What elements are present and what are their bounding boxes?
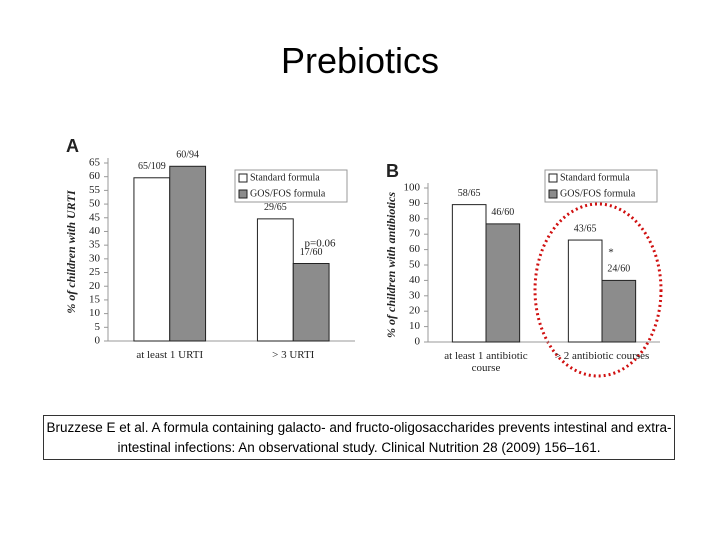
legend-label: GOS/FOS formula xyxy=(250,188,326,199)
legend-box xyxy=(234,169,348,203)
legend-swatch xyxy=(548,189,558,199)
value-label: 46/60 xyxy=(491,207,514,218)
y-tick-label: 100 xyxy=(404,182,421,194)
panel-label: A xyxy=(66,136,79,156)
y-tick-label: 60 xyxy=(89,170,101,182)
x-tick-label: at least 1 antibiotic course xyxy=(444,350,528,374)
y-tick-label: 5 xyxy=(95,321,101,333)
y-tick-label: 35 xyxy=(89,239,101,251)
x-tick-label: > 2 antibiotic courses xyxy=(554,350,650,362)
y-axis-label: % of children with URTI xyxy=(64,189,78,314)
y-tick-label: 45 xyxy=(89,211,101,223)
annotation: p=0.06 xyxy=(305,238,336,250)
legend-label: Standard formula xyxy=(560,172,630,183)
highlight-ellipse xyxy=(533,202,663,378)
value-label: 65/109 xyxy=(138,161,166,172)
x-tick-label: > 3 URTI xyxy=(272,349,315,361)
y-tick-label: 60 xyxy=(409,243,421,255)
y-tick-label: 20 xyxy=(409,305,421,317)
y-tick-label: 10 xyxy=(89,307,101,319)
y-tick-label: 55 xyxy=(89,184,101,196)
legend-label: GOS/FOS formula xyxy=(560,188,636,199)
bar xyxy=(256,218,294,342)
bar xyxy=(133,177,171,342)
value-label: 29/65 xyxy=(264,202,287,213)
bar xyxy=(169,165,207,342)
value-label: 17/60 xyxy=(300,247,323,258)
y-tick-label: 25 xyxy=(89,266,101,278)
bar xyxy=(451,204,487,343)
y-tick-label: 0 xyxy=(95,335,101,347)
value-label: 58/65 xyxy=(458,188,481,199)
y-tick-label: 50 xyxy=(89,198,101,210)
y-tick-label: 40 xyxy=(89,225,101,237)
bar xyxy=(601,279,637,343)
legend-swatch xyxy=(548,173,558,183)
y-tick-label: 20 xyxy=(89,280,101,292)
y-axis-label: % of children with antibiotics xyxy=(384,192,398,338)
charts: A% of children with URTI0510152025303540… xyxy=(64,136,663,378)
bar xyxy=(292,263,330,342)
legend-box xyxy=(544,169,658,203)
slide-title: Prebiotics xyxy=(280,40,440,81)
y-tick-label: 80 xyxy=(409,212,421,224)
value-label: 43/65 xyxy=(574,223,597,234)
y-tick-label: 0 xyxy=(415,336,421,348)
y-tick-label: 65 xyxy=(89,157,101,169)
y-tick-label: 30 xyxy=(89,252,101,264)
bar xyxy=(485,223,521,343)
annotation: * xyxy=(608,247,614,259)
value-label: 24/60 xyxy=(607,264,630,275)
legend-swatch xyxy=(238,189,248,199)
y-tick-label: 70 xyxy=(409,228,421,240)
y-tick-label: 50 xyxy=(409,259,421,271)
bar xyxy=(567,239,603,343)
value-label: 60/94 xyxy=(176,150,199,161)
legend-swatch xyxy=(238,173,248,183)
y-tick-label: 40 xyxy=(409,274,421,286)
panel-label: B xyxy=(386,161,399,181)
y-tick-label: 15 xyxy=(89,293,101,305)
x-tick-label: at least 1 URTI xyxy=(136,349,204,361)
y-tick-label: 30 xyxy=(409,289,421,301)
y-tick-label: 10 xyxy=(409,320,421,332)
legend-label: Standard formula xyxy=(250,172,320,183)
y-tick-label: 90 xyxy=(409,197,421,209)
citation: Bruzzese E et al. A formula containing g… xyxy=(43,415,675,460)
